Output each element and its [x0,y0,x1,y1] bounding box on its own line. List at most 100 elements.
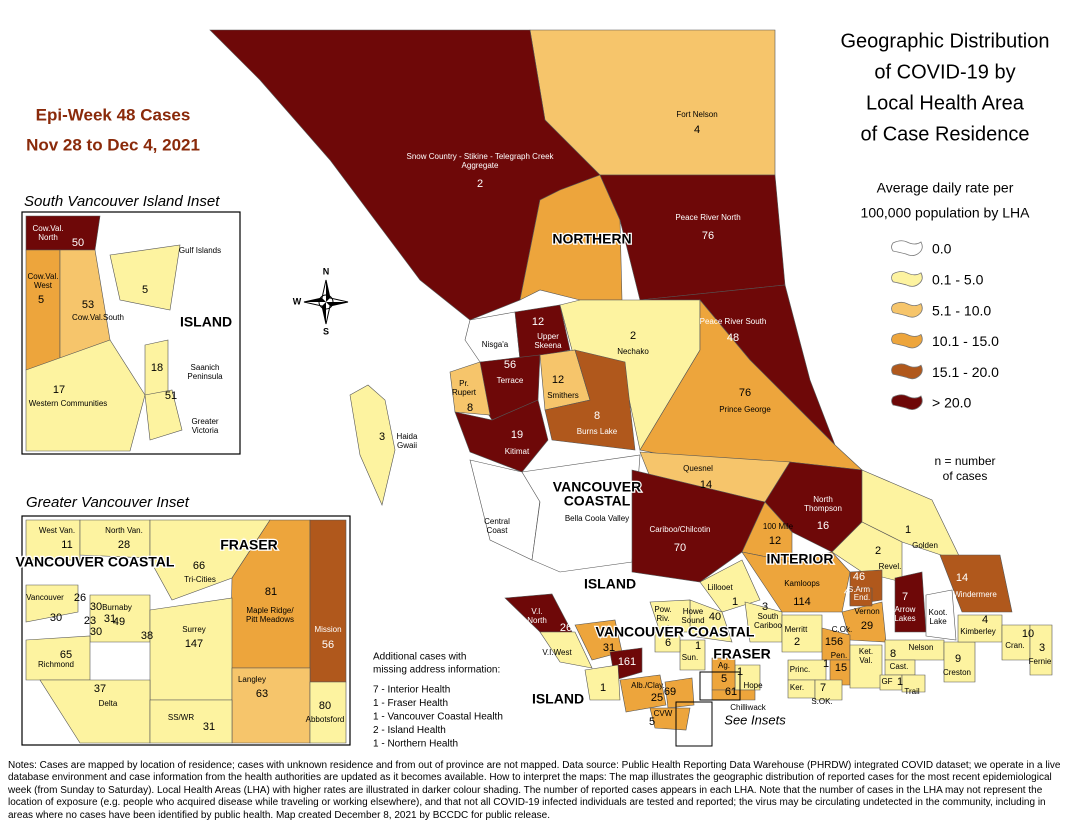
lha-cases: 19 [511,429,523,441]
lha-area [631,469,766,583]
lha-name: GF [881,677,892,686]
map-title: Geographic Distribution [841,30,1050,52]
lha-name: Tri-Cities [184,575,216,584]
lha-cases: 17 [53,384,65,396]
lha-cases: 1 [737,666,743,678]
lha-cases: 31 [203,721,215,733]
lha-name: Central [484,517,510,526]
health-authority-label: ISLAND [180,314,232,330]
lha-area [521,454,641,573]
lha-name: Greater [191,417,218,426]
lha-cases: 4 [844,586,850,598]
lha-name: Richmond [38,660,74,669]
lha-name: Ag. [718,661,730,670]
health-authority-label: ISLAND [532,691,584,707]
additional-cases-heading: missing address information: [373,665,500,676]
inset-title: Greater Vancouver Inset [26,494,190,511]
legend-label: > 20.0 [932,395,972,411]
lha-name: Cow.Val. [28,272,59,281]
lha-name: Burnaby [102,603,132,612]
lha-name: CVW [654,709,673,718]
additional-cases-item: 1 - Vancouver Coastal Health [373,712,503,723]
lha-cases: 56 [504,359,516,371]
lha-area [619,674,667,713]
lha-cases: 8 [467,402,473,414]
lha-cases: 11 [61,539,72,551]
map-title: Local Health Area [866,92,1025,114]
lha-name: Lillooet [707,583,733,592]
lha-name: Cariboo/Chilcotin [650,525,711,534]
lha-area [309,681,347,744]
lha-cases: 161 [618,656,636,668]
lha-name: S.OK. [811,697,832,706]
lha-cases: 5 [142,284,148,296]
lha-name: Peninsula [187,372,223,381]
text-layer: Geographic Distribution of COVID-19 by Loc… [14,30,1052,750]
lha-cases: 4 [694,124,700,136]
lha-area [449,361,491,416]
lha-cases: 9 [955,653,961,665]
compass [303,279,349,325]
lha-name: West Van. [39,526,75,535]
lha-name: Peace River South [700,317,767,326]
lha-name: Fort Nelson [676,110,717,119]
legend-swatch [891,332,923,349]
lha-cases: 81 [265,586,277,598]
lha-name: North Van. [105,526,143,535]
lha-name: Howe [683,607,704,616]
lha-area [539,631,593,669]
lha-cases: 1 [695,640,701,652]
lha-cases: 80 [319,700,331,712]
lha-name: Coast [487,526,509,535]
inset-title: South Vancouver Island Inset [24,193,220,210]
lha-cases: 1 [732,596,738,608]
legend-swatch [891,301,923,318]
lha-name: North [38,233,58,242]
lha-cases: 61 [725,686,737,698]
lha-cases: 3 [1039,642,1045,654]
lha-name: Delta [99,699,118,708]
lha-cases: 16 [817,520,829,532]
lha-name: Cran. [1005,641,1025,650]
lha-name: Thompson [804,504,842,513]
lha-name: Trail [904,687,919,696]
lha-cases: 7 [902,591,908,603]
lha-name: Fernie [1029,657,1052,666]
lha-name: Pitt Meadows [246,615,294,624]
health-authority-label: VANCOUVER COASTAL [16,554,175,570]
lha-cases: 76 [702,230,714,242]
lha-area [144,389,183,441]
lha-name: Bella Coola Valley [565,514,629,523]
lha-cases: 26 [74,592,86,604]
lha-name: Windermere [953,590,997,599]
lha-name: Cast. [890,662,909,671]
compass-letter: W [293,296,302,306]
lha-cases: 25 [651,692,663,704]
lha-cases: 49 [113,616,125,628]
lha-name: Ket. [859,647,873,656]
lha-name: Chilliwack [730,703,767,712]
additional-cases-item: 7 - Interior Health [373,685,450,696]
lha-cases: 1 [905,524,911,536]
shape-layer [25,29,1053,744]
lha-name: Kimberley [960,627,996,636]
lha-cases: 147 [185,638,203,650]
lha-name: Sound [681,616,704,625]
health-authority-label: VANCOUVER [553,479,641,495]
additional-cases-item: 1 - Northern Health [373,739,458,750]
health-authority-label: VANCOUVER COASTAL [596,624,755,640]
lha-name: Abbotsford [306,715,345,724]
lha-cases: 5 [721,673,727,685]
epi-week: Epi-Week 48 Cases [36,105,191,124]
lha-area [649,707,691,731]
legend-label: 15.1 - 20.0 [932,364,999,380]
lha-name: Cow.Val. [33,224,64,233]
lha-name: Peace River North [675,213,740,222]
lha-name: Hope [743,681,763,690]
lha-cases: 65 [60,649,72,661]
legend-label: 10.1 - 15.0 [932,333,999,349]
lha-name: S.Arm [848,585,871,594]
lha-name: Sun. [682,653,698,662]
lha-name: SS/WR [168,713,194,722]
health-authority-label: ISLAND [584,576,636,592]
